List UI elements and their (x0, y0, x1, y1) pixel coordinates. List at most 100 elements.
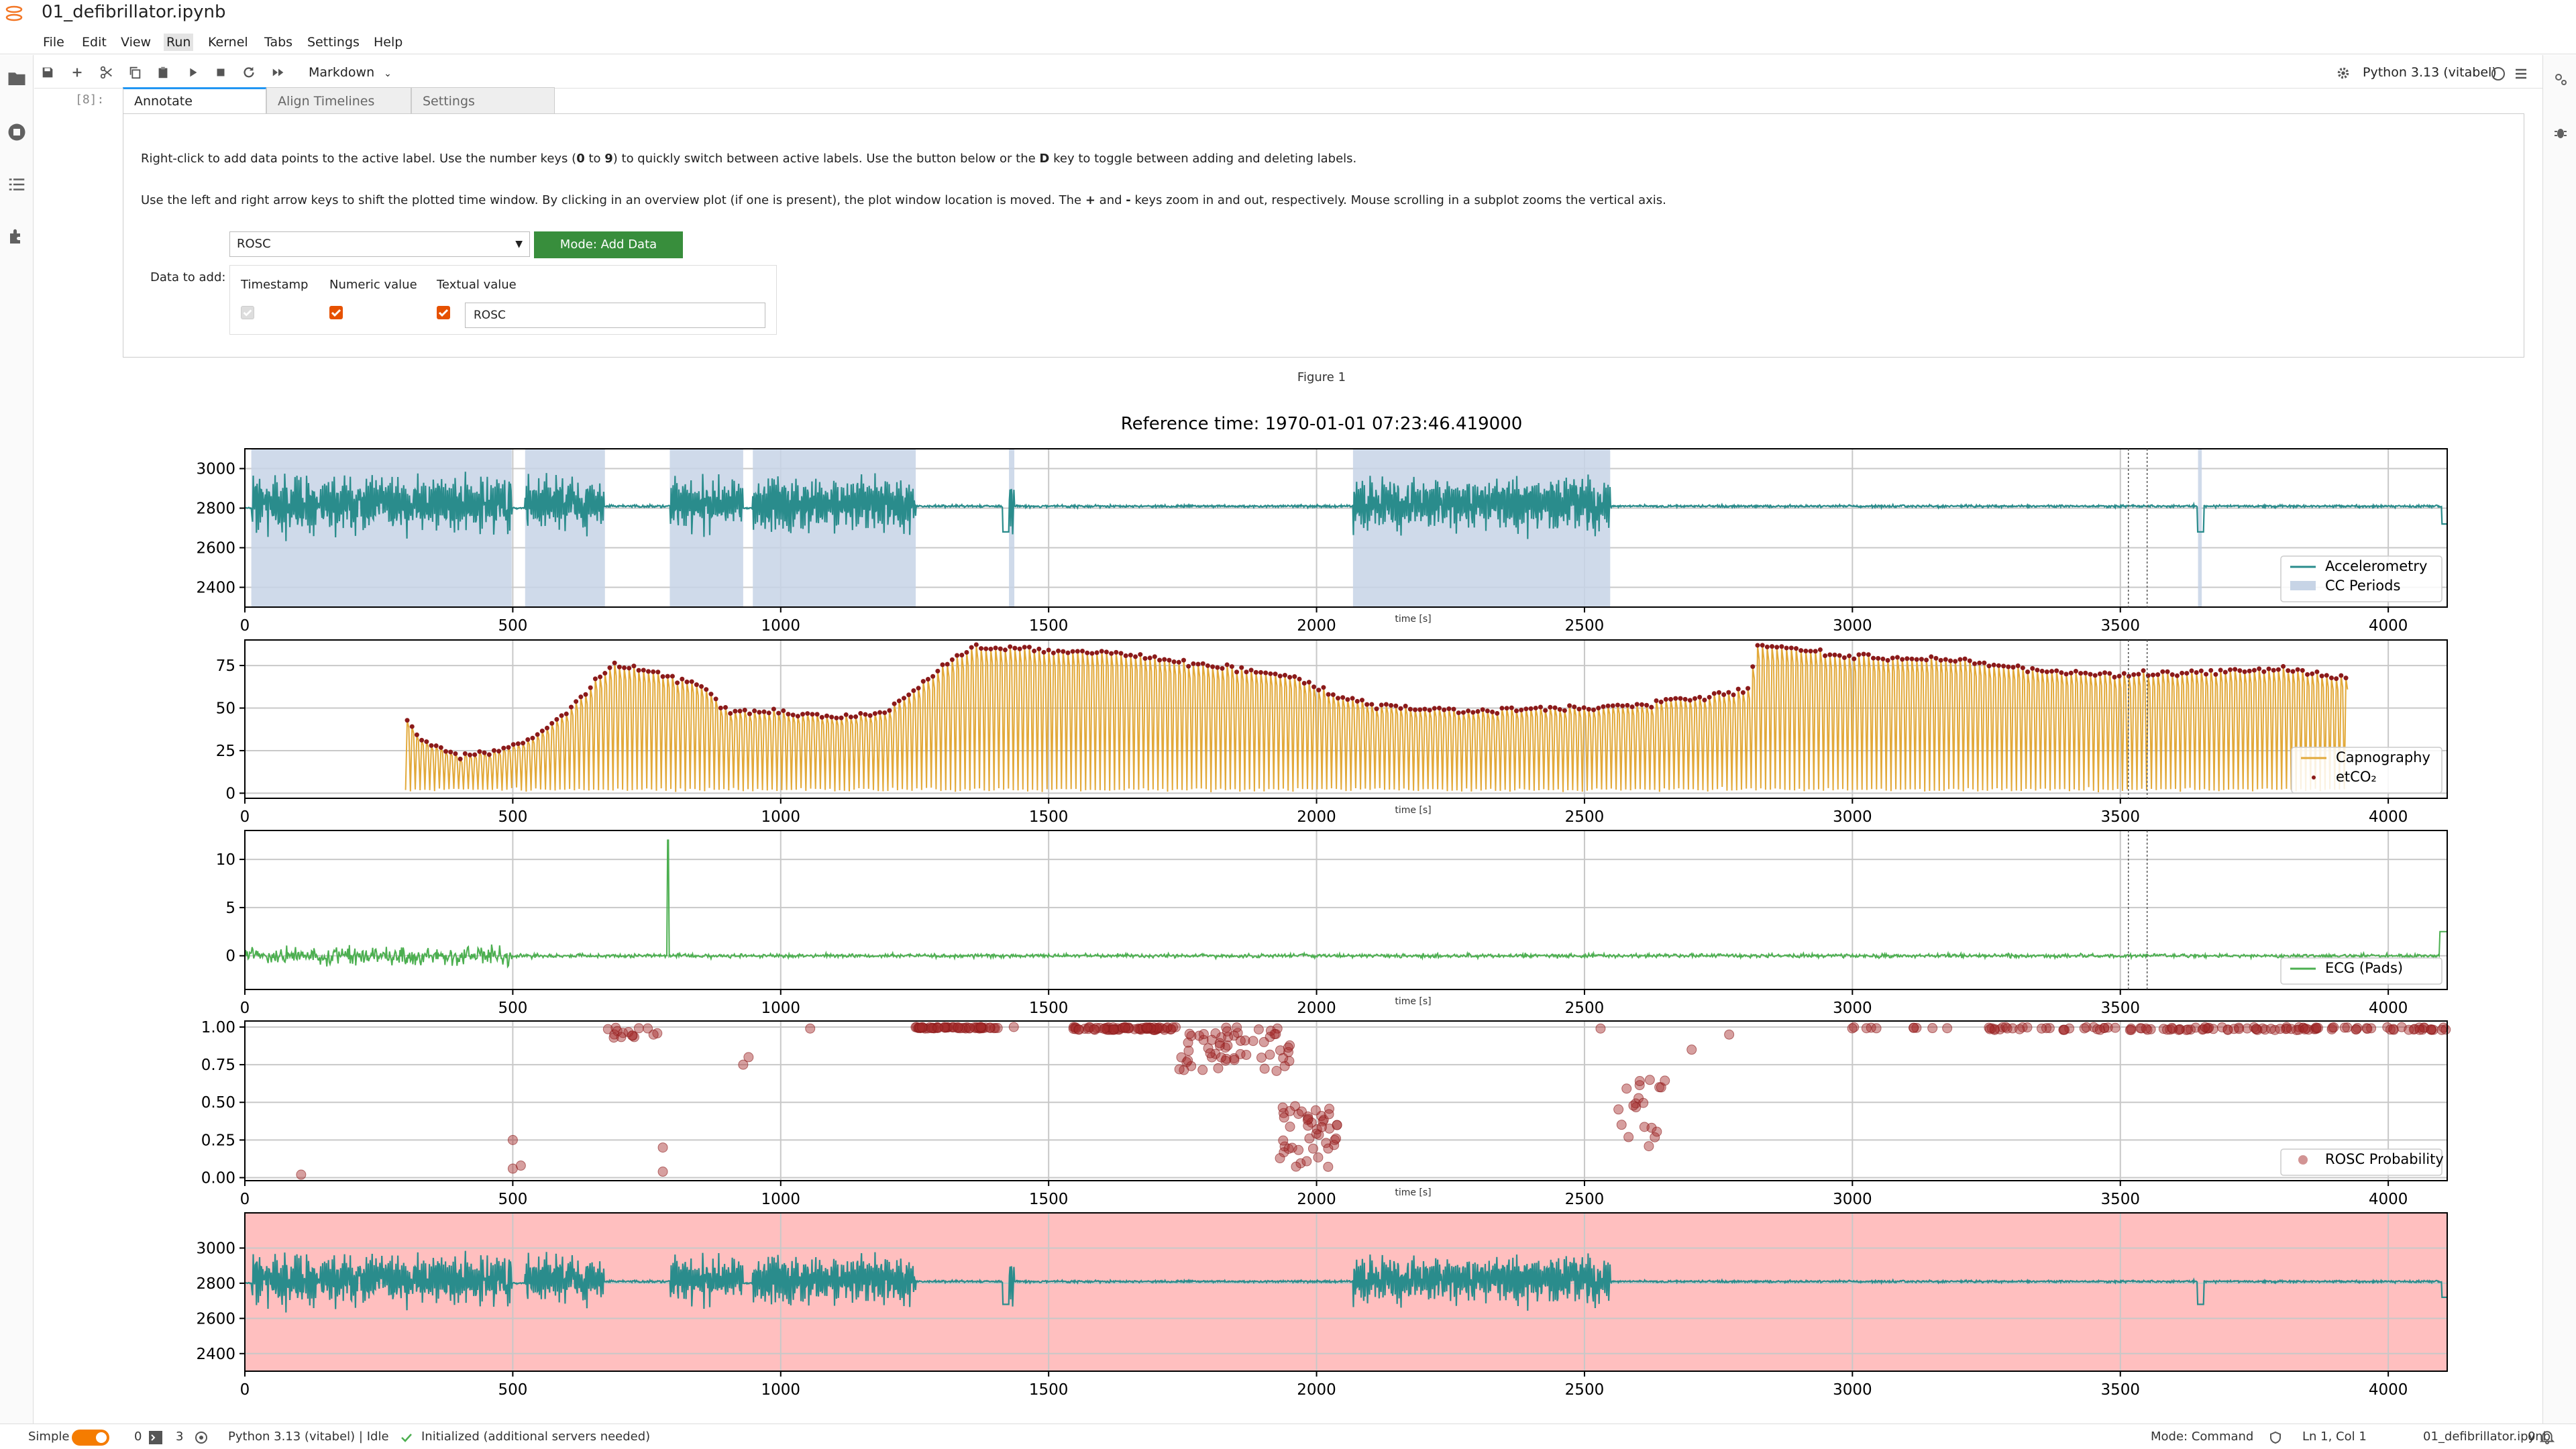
x-tick-label: 2000 (1297, 1381, 1336, 1399)
etco2-point (1466, 708, 1471, 714)
extension-icon[interactable] (7, 227, 27, 247)
etco2-point (501, 745, 506, 751)
mode-toggle-button[interactable]: Mode: Add Data (534, 231, 683, 258)
etco2-point (1480, 707, 1485, 712)
rosc-probability-point (1120, 1022, 1130, 1033)
etco2-point (1292, 674, 1297, 680)
title-bar: 01_defibrillator.ipynb (0, 0, 2576, 30)
legend-box (2280, 555, 2443, 602)
save-button[interactable] (38, 63, 57, 82)
numeric-checkbox[interactable] (329, 306, 343, 319)
jupyter-logo-icon (5, 5, 23, 21)
property-inspector-icon[interactable] (2553, 71, 2569, 87)
add-cell-button[interactable] (68, 63, 87, 82)
etco2-point (824, 713, 829, 718)
restart-button[interactable] (239, 63, 258, 82)
bell-icon[interactable] (2540, 1430, 2555, 1444)
tab-annotate[interactable]: Annotate (123, 87, 266, 114)
label-select[interactable]: ROSC ▼ (229, 231, 530, 257)
etco2-point (1788, 645, 1794, 651)
copy-button[interactable] (125, 63, 144, 82)
etco2-point (2198, 668, 2204, 674)
etco2-point (1109, 651, 1114, 656)
etco2-point (2204, 672, 2209, 677)
etco2-point (1099, 649, 1104, 654)
etco2-point (1972, 661, 1977, 666)
menu-view[interactable]: View (121, 35, 152, 50)
toc-icon[interactable] (7, 174, 27, 195)
etco2-point (1629, 704, 1635, 710)
rosc-probability-point (2126, 1024, 2137, 1035)
tab-align-timelines[interactable]: Align Timelines (266, 87, 411, 114)
etco2-point (1649, 704, 1654, 710)
menu-tabs[interactable]: Tabs (264, 35, 293, 50)
etco2-point (1224, 662, 1230, 667)
etco2-point (2169, 672, 2175, 678)
etco2-point (979, 646, 984, 651)
etco2-point (641, 667, 646, 673)
running-icon[interactable] (7, 122, 27, 142)
menu-file[interactable]: File (43, 35, 64, 50)
menu-kernel[interactable]: Kernel (208, 35, 248, 50)
etco2-point (2030, 665, 2035, 671)
gear-icon[interactable] (2336, 66, 2351, 80)
lsp-status[interactable]: Initialized (additional servers needed) (421, 1430, 651, 1444)
rosc-probability-point (1074, 1024, 1085, 1035)
x-tick-label: 2500 (1565, 1000, 1605, 1017)
menu-edit[interactable]: Edit (82, 35, 107, 50)
etco2-point (1008, 644, 1013, 649)
save-icon (42, 67, 53, 78)
legend-label: Accelerometry (2325, 558, 2427, 574)
rosc-probability-point (2328, 1022, 2339, 1032)
debugger-icon[interactable] (2553, 125, 2569, 141)
etco2-point (545, 725, 550, 731)
etco2-point (1914, 657, 1919, 662)
menu-icon[interactable] (2513, 66, 2529, 82)
textual-checkbox[interactable] (437, 306, 450, 319)
simple-mode-toggle[interactable] (72, 1430, 109, 1446)
cell-type-select[interactable]: Markdown ⌄ (309, 62, 392, 83)
etco2-point (1707, 694, 1712, 700)
menu-help[interactable]: Help (374, 35, 403, 50)
etco2-point (409, 724, 415, 729)
etco2-point (467, 752, 472, 757)
etco2-point (1548, 704, 1553, 710)
etco2-point (2160, 669, 2165, 674)
etco2-point (660, 674, 665, 679)
run-button[interactable] (183, 63, 202, 82)
etco2-point (1962, 656, 1968, 661)
textual-value-input[interactable]: ROSC (465, 303, 765, 328)
etco2-point (786, 712, 791, 717)
rosc-probability-point (1313, 1152, 1324, 1163)
etco2-point (1133, 654, 1138, 659)
run-all-button[interactable] (269, 63, 288, 82)
paste-button[interactable] (154, 63, 172, 82)
kernel-count: 3 (176, 1430, 184, 1444)
etco2-point (1359, 698, 1364, 703)
folder-icon[interactable] (7, 68, 27, 89)
etco2-point (969, 645, 974, 650)
rosc-probability-point (1183, 1045, 1194, 1056)
etco2-point (2189, 668, 2194, 674)
y-tick-label: 0 (225, 948, 235, 965)
tab-settings[interactable]: Settings (411, 87, 555, 114)
cursor-position[interactable]: Ln 1, Col 1 (2302, 1430, 2367, 1444)
rosc-probability-point (2141, 1023, 2151, 1034)
kernel-name[interactable]: Python 3.13 (vitabel) (2363, 65, 2497, 80)
menu-run[interactable]: Run (164, 34, 194, 51)
etco2-point (1673, 696, 1678, 701)
etco2-point (973, 642, 979, 647)
timestamp-checkbox[interactable] (241, 306, 254, 319)
kernel-status[interactable]: Python 3.13 (vitabel) | Idle (228, 1430, 389, 1444)
interrupt-button[interactable] (211, 63, 230, 82)
cut-button[interactable] (97, 63, 116, 82)
rosc-probability-point (1197, 1065, 1208, 1075)
rosc-probability-point (2251, 1024, 2262, 1034)
menu-settings[interactable]: Settings (307, 35, 360, 50)
textual-header: Textual value (437, 278, 517, 292)
etco2-point (2112, 674, 2117, 680)
x-tick-label: 2000 (1297, 808, 1336, 826)
etco2-point (1904, 656, 1910, 661)
etco2-point (1900, 657, 1905, 662)
